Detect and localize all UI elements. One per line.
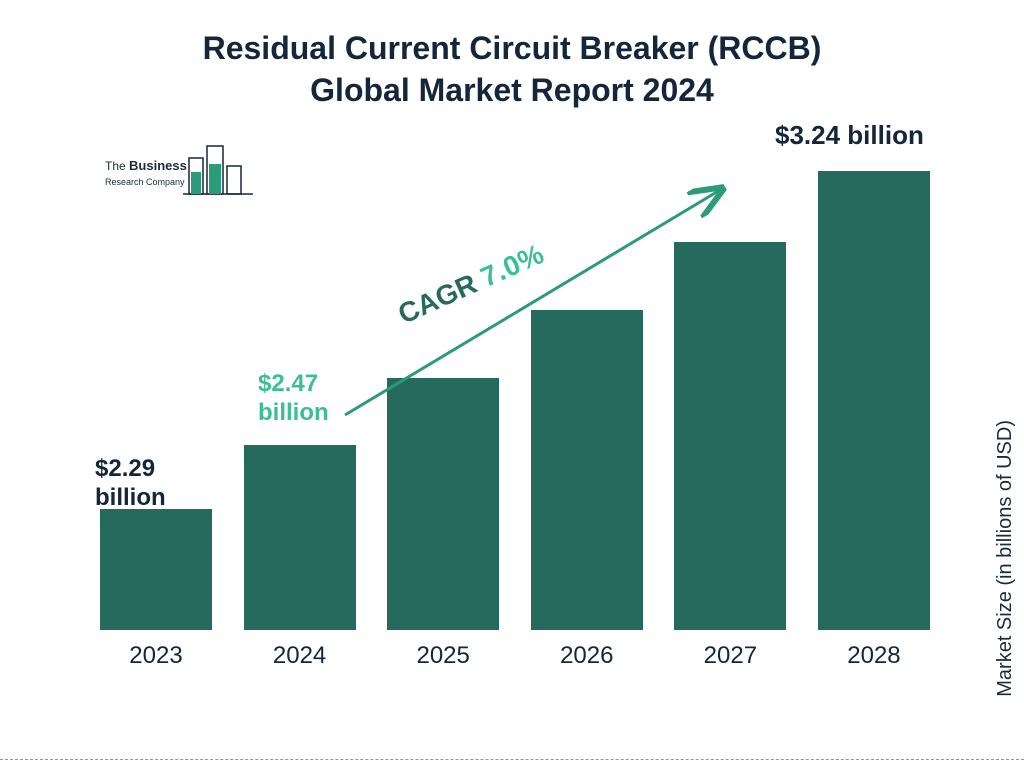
x-axis-label: 2024 [244,642,356,670]
bar-slot [818,171,930,630]
x-axis-label: 2027 [674,642,786,670]
value-label-2023: $2.29 billion [95,455,166,513]
bar [387,378,499,630]
x-axis-label: 2023 [100,642,212,670]
bottom-divider [0,759,1024,760]
bar-slot [244,445,356,630]
title-line-1: Residual Current Circuit Breaker (RCCB) [0,28,1024,70]
x-axis-label: 2026 [531,642,643,670]
bar [531,310,643,630]
bar [674,242,786,630]
value-label-2024: $2.47 billion [258,370,329,428]
chart-area: 2023 2024 2025 2026 2027 2028 [100,150,930,680]
bar-slot [531,310,643,630]
bar-slot [100,509,212,630]
y-axis-label: Market Size (in billions of USD) [994,420,1017,697]
chart-title: Residual Current Circuit Breaker (RCCB) … [0,0,1024,111]
bar-slot [674,242,786,630]
title-line-2: Global Market Report 2024 [0,70,1024,112]
bar-slot [387,378,499,630]
bar [100,509,212,630]
bar [818,171,930,630]
bar [244,445,356,630]
x-axis-labels: 2023 2024 2025 2026 2027 2028 [100,642,930,670]
value-label-2028: $3.24 billion [775,120,924,151]
x-axis-label: 2028 [818,642,930,670]
bar-group [100,150,930,630]
x-axis-label: 2025 [387,642,499,670]
